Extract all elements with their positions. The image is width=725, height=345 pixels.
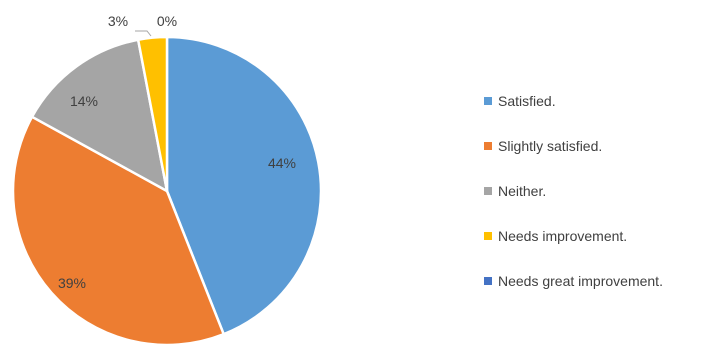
- legend-swatch-neither: [484, 187, 492, 195]
- legend-label-neither: Neither.: [498, 183, 546, 199]
- legend: Satisfied. Slightly satisfied. Neither. Nee…: [484, 93, 663, 289]
- pie-slices: [11, 35, 323, 345]
- legend-swatch-needs-great-improvement: [484, 277, 492, 285]
- data-label-needs-improvement: 3%: [108, 13, 128, 29]
- legend-label-satisfied: Satisfied.: [498, 93, 556, 109]
- legend-label-needs-improvement: Needs improvement.: [498, 228, 627, 244]
- leader-line: [135, 30, 152, 37]
- data-label-needs-great-improvement: 0%: [157, 13, 177, 29]
- legend-swatch-satisfied: [484, 97, 492, 105]
- legend-swatch-slightly-satisfied: [484, 142, 492, 150]
- data-label-slightly-satisfied: 39%: [58, 275, 86, 291]
- pie-slice-satisfied: [165, 35, 323, 336]
- pie-slice-neither: [30, 38, 169, 194]
- legend-label-needs-great-improvement: Needs great improvement.: [498, 273, 663, 289]
- pie-slice-needs-improvement: [136, 35, 169, 192]
- legend-swatch-needs-improvement: [484, 232, 492, 240]
- pie-data-labels: 44% 39% 14% 3% 0%: [58, 13, 296, 291]
- data-label-satisfied: 44%: [268, 155, 296, 171]
- legend-label-slightly-satisfied: Slightly satisfied.: [498, 138, 602, 154]
- data-label-neither: 14%: [70, 93, 98, 109]
